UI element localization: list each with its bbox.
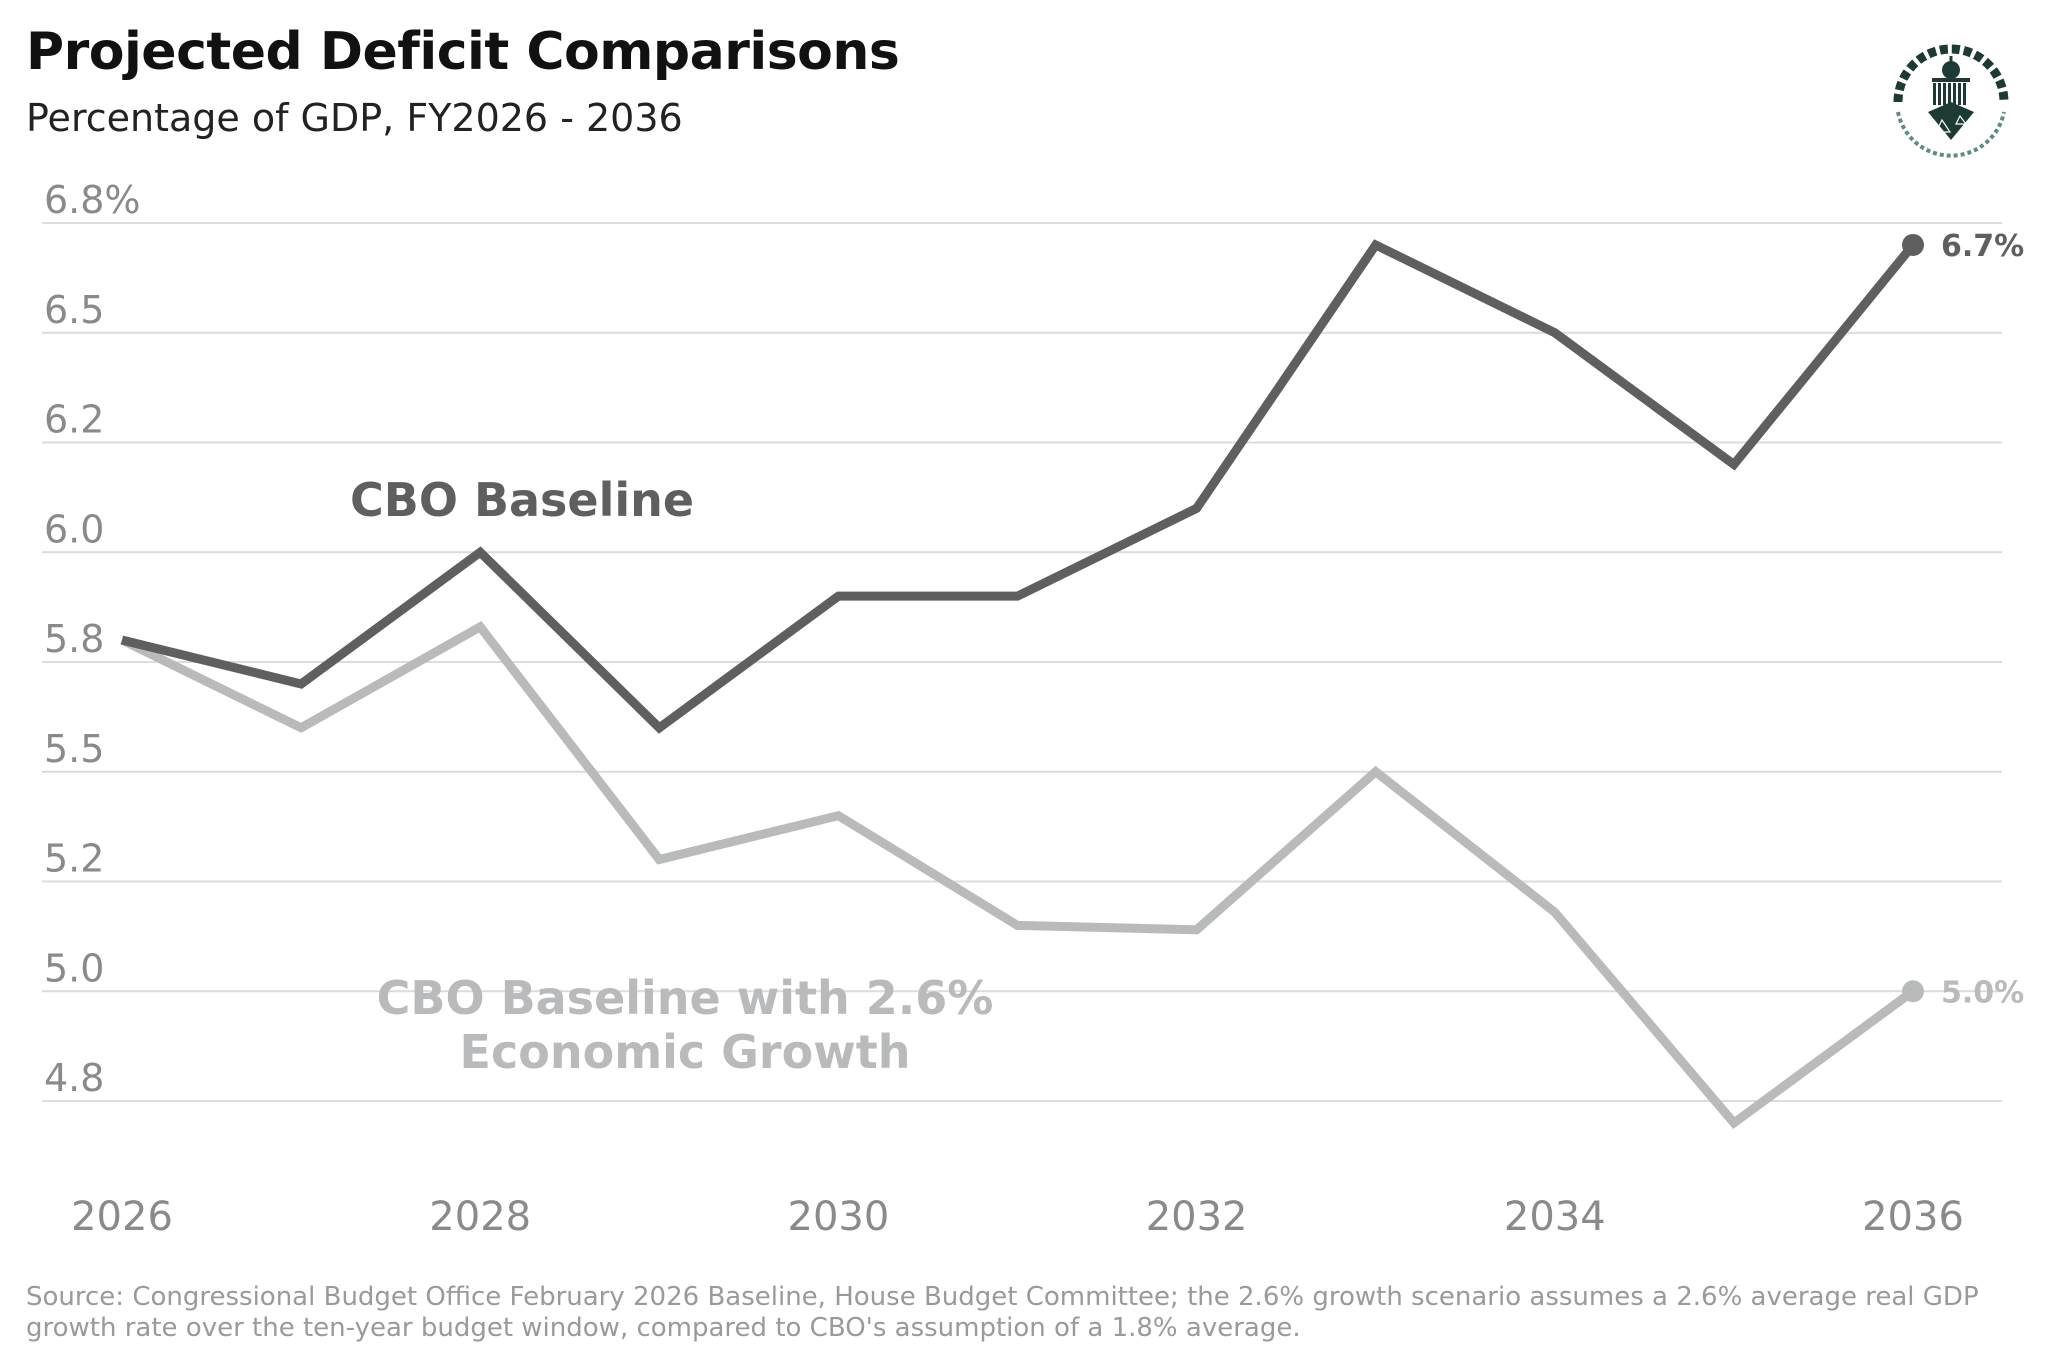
series-end-point-0 xyxy=(1902,233,1924,256)
series-end-label-1: 5.0% xyxy=(1941,975,2024,1010)
budget-committee-logo xyxy=(1879,31,2023,175)
y-tick-label: 5.8 xyxy=(44,617,104,661)
series-line-0 xyxy=(120,239,1917,734)
x-tick-label: 2030 xyxy=(788,1194,890,1240)
chart-subtitle: Percentage of GDP, FY2026 - 2036 xyxy=(26,96,683,140)
series-end-label-0: 6.7% xyxy=(1941,229,2024,264)
x-tick-label: 2028 xyxy=(429,1194,531,1240)
series-label-growth-line2: Economic Growth xyxy=(460,1025,911,1079)
y-tick-label: 6.2 xyxy=(44,398,104,442)
y-tick-label: 4.8 xyxy=(44,1056,104,1100)
x-tick-label: 2036 xyxy=(1862,1194,1964,1240)
x-tick-label: 2026 xyxy=(71,1194,173,1240)
series-line-1 xyxy=(120,621,1916,1130)
y-tick-label: 5.5 xyxy=(44,727,104,771)
y-tick-label: 6.0 xyxy=(44,507,104,551)
x-tick-label: 2032 xyxy=(1146,1194,1248,1240)
y-tick-label: 6.8% xyxy=(44,178,141,222)
chart-title: Projected Deficit Comparisons xyxy=(26,22,900,82)
series-label-cbo-baseline: CBO Baseline xyxy=(350,473,694,527)
y-tick-label: 5.2 xyxy=(44,837,104,881)
source-note: Source: Congressional Budget Office Febr… xyxy=(26,1282,1979,1343)
series-label-growth-line1: CBO Baseline with 2.6% xyxy=(377,971,994,1025)
x-tick-label: 2034 xyxy=(1504,1194,1606,1240)
series-end-point-1 xyxy=(1902,980,1924,1003)
y-tick-label: 6.5 xyxy=(44,288,104,332)
y-tick-label: 5.0 xyxy=(44,946,104,990)
